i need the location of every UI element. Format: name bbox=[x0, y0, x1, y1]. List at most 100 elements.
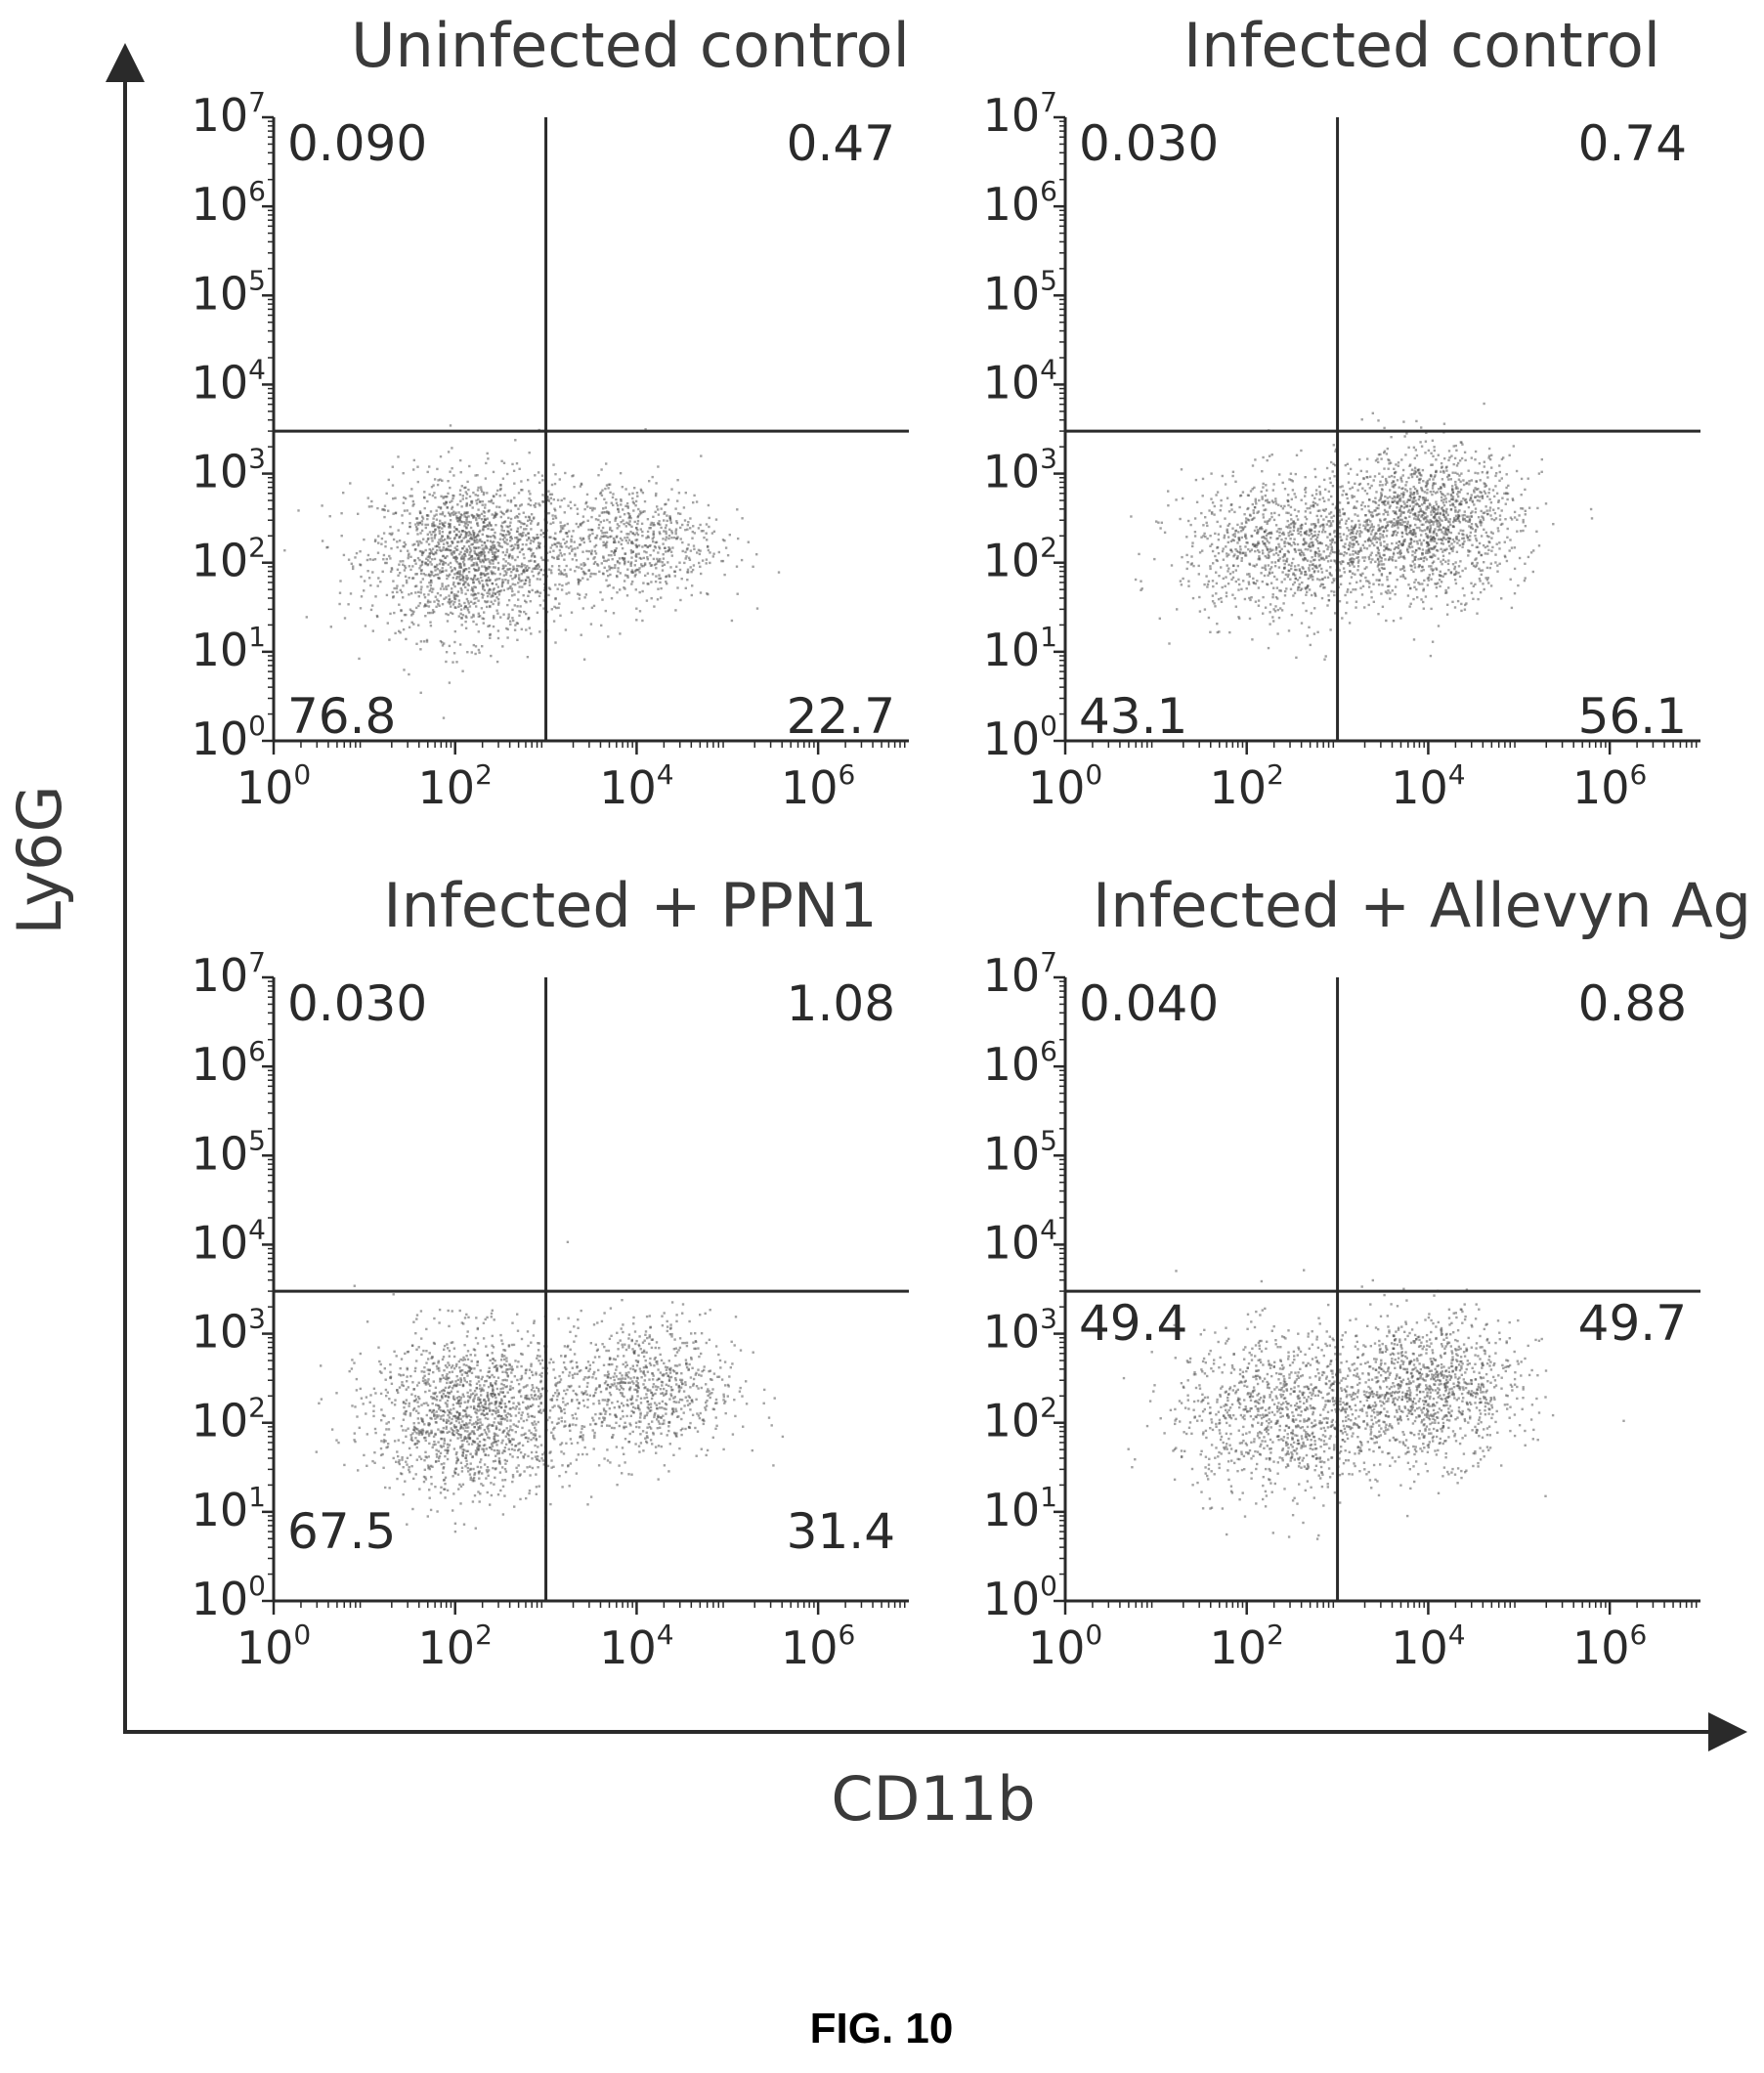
scatter-point bbox=[431, 494, 435, 497]
scatter-point bbox=[1273, 561, 1277, 564]
scatter-point bbox=[1509, 578, 1512, 581]
scatter-point bbox=[1289, 587, 1293, 590]
scatter-point bbox=[656, 598, 660, 601]
scatter-point bbox=[1369, 475, 1372, 478]
scatter-point bbox=[1258, 550, 1261, 554]
scatter-point bbox=[1433, 538, 1437, 540]
scatter-point bbox=[1444, 518, 1447, 521]
scatter-point bbox=[1488, 457, 1492, 461]
scatter-point bbox=[1290, 544, 1293, 547]
scatter-point bbox=[449, 524, 452, 528]
scatter-point bbox=[529, 493, 532, 496]
scatter-point bbox=[685, 555, 688, 558]
scatter-point bbox=[1440, 574, 1442, 578]
scatter-point bbox=[1420, 445, 1424, 448]
scatter-point bbox=[510, 571, 513, 574]
scatter-point bbox=[1354, 573, 1356, 576]
scatter-point bbox=[662, 553, 665, 556]
scatter-point bbox=[1290, 518, 1293, 521]
scatter-point bbox=[439, 507, 443, 510]
scatter-point bbox=[583, 507, 586, 511]
scatter-point bbox=[1458, 509, 1461, 512]
scatter-point bbox=[453, 555, 457, 559]
scatter-point bbox=[592, 562, 596, 565]
scatter-point bbox=[464, 615, 467, 618]
scatter-point bbox=[550, 493, 554, 496]
scatter-point bbox=[1276, 597, 1279, 600]
scatter-point bbox=[428, 465, 431, 468]
scatter-point bbox=[415, 529, 418, 532]
scatter-point bbox=[1394, 510, 1398, 513]
scatter-point bbox=[689, 549, 693, 552]
scatter-point bbox=[1350, 525, 1354, 528]
scatter-point bbox=[1372, 479, 1375, 482]
scatter-point bbox=[1409, 538, 1412, 540]
scatter-point bbox=[595, 537, 598, 540]
scatter-point bbox=[1378, 579, 1381, 582]
scatter-point bbox=[520, 522, 523, 525]
scatter-point bbox=[1310, 549, 1312, 552]
scatter-point bbox=[1457, 519, 1461, 522]
scatter-point bbox=[442, 546, 445, 549]
scatter-point bbox=[524, 582, 527, 585]
scatter-point bbox=[1446, 493, 1449, 496]
scatter-point bbox=[414, 526, 418, 529]
scatter-point bbox=[442, 562, 445, 566]
scatter-point bbox=[1224, 517, 1226, 520]
scatter-point bbox=[557, 557, 560, 560]
scatter-point bbox=[1456, 541, 1459, 544]
scatter-point bbox=[647, 536, 650, 539]
scatter-point bbox=[1467, 550, 1470, 553]
scatter-point bbox=[409, 568, 412, 572]
scatter-point bbox=[451, 600, 453, 603]
scatter-point bbox=[1440, 491, 1442, 494]
scatter-point bbox=[1418, 539, 1421, 541]
scatter-point bbox=[669, 521, 672, 524]
scatter-point bbox=[1369, 520, 1372, 523]
scatter-point bbox=[1247, 581, 1250, 583]
scatter-point bbox=[396, 590, 399, 594]
scatter-point bbox=[1430, 452, 1433, 454]
scatter-point bbox=[1470, 479, 1473, 482]
scatter-point bbox=[442, 539, 445, 542]
scatter-point bbox=[1380, 559, 1383, 563]
scatter-point bbox=[1377, 460, 1380, 464]
scatter-point bbox=[670, 488, 673, 491]
scatter-point bbox=[367, 505, 371, 508]
scatter-point bbox=[371, 604, 374, 607]
scatter-point bbox=[468, 550, 472, 554]
scatter-point bbox=[1304, 487, 1308, 490]
scatter-point bbox=[495, 505, 498, 508]
scatter-point bbox=[558, 548, 562, 552]
scatter-point bbox=[648, 527, 651, 530]
scatter-point bbox=[1422, 589, 1425, 592]
scatter-point bbox=[1348, 547, 1351, 551]
scatter-point bbox=[387, 509, 390, 512]
scatter-point bbox=[1470, 515, 1473, 518]
scatter-point bbox=[398, 603, 401, 606]
scatter-point bbox=[520, 533, 523, 536]
scatter-point bbox=[1387, 513, 1390, 516]
scatter-point bbox=[641, 589, 644, 593]
scatter-point bbox=[436, 548, 439, 552]
scatter-point bbox=[1522, 521, 1525, 524]
scatter-point bbox=[689, 517, 692, 520]
scatter-point bbox=[1354, 536, 1356, 539]
scatter-point bbox=[619, 572, 622, 575]
scatter-point bbox=[547, 593, 550, 597]
scatter-point bbox=[1425, 517, 1428, 520]
scatter-point bbox=[633, 534, 636, 537]
scatter-point bbox=[532, 575, 535, 578]
scatter-point bbox=[1483, 587, 1485, 591]
scatter-point bbox=[1431, 569, 1435, 573]
scatter-point bbox=[446, 540, 449, 544]
scatter-point bbox=[460, 540, 463, 543]
scatter-point bbox=[1264, 544, 1268, 547]
scatter-point bbox=[1376, 551, 1380, 554]
scatter-point bbox=[1168, 642, 1171, 645]
scatter-point bbox=[1374, 459, 1378, 462]
scatter-point bbox=[1360, 531, 1363, 534]
scatter-point bbox=[1387, 502, 1390, 505]
scatter-point bbox=[1341, 494, 1344, 497]
scatter-point bbox=[485, 583, 489, 585]
